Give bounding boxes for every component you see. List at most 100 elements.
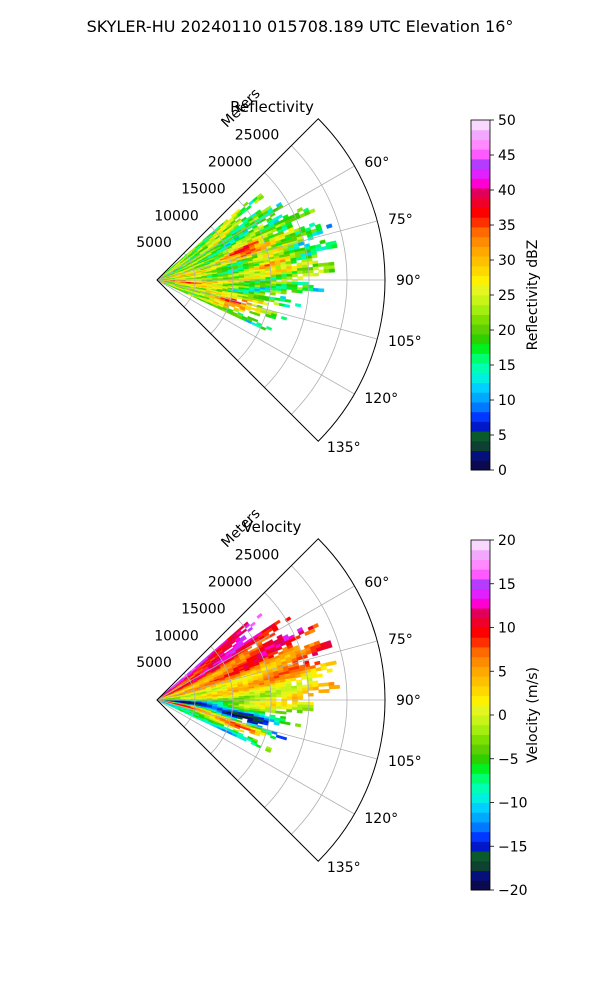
colorbar-tick-label: 15 — [498, 358, 516, 374]
colorbar-segment — [471, 831, 490, 842]
colorbar-segment — [471, 598, 490, 609]
azimuth-spoke — [156, 699, 378, 760]
velocity-polar-axes: 500010000150002000025000Meters60°75°90°1… — [136, 506, 421, 876]
colorbar-segment — [471, 646, 490, 658]
colorbar-segment — [471, 608, 490, 619]
range-tick-label: 5000 — [136, 235, 172, 251]
azimuth-spoke — [156, 165, 355, 281]
colorbar-segment — [471, 715, 490, 726]
colorbar-tick-label: 5 — [498, 664, 507, 680]
colorbar-segment — [471, 440, 490, 452]
colorbar-tick-label: 40 — [498, 183, 516, 199]
colorbar-segment — [471, 314, 490, 325]
colorbar-segment — [471, 783, 490, 794]
colorbar-segment — [471, 421, 490, 432]
colorbar-tick-label: 20 — [498, 533, 516, 549]
azimuth-tick-label: 105° — [388, 334, 422, 350]
azimuth-tick-label: 90° — [396, 273, 421, 289]
colorbar-segment — [471, 392, 490, 403]
colorbar-segment — [471, 734, 490, 745]
azimuth-tick-label: 120° — [364, 391, 398, 407]
range-tick-label: 20000 — [208, 155, 253, 171]
azimuth-spoke — [156, 699, 355, 815]
colorbar-tick-label: −10 — [498, 796, 528, 812]
colorbar-tick-label: 45 — [498, 148, 516, 164]
sector-frame — [156, 118, 386, 442]
azimuth-spoke — [156, 279, 378, 340]
reflectivity-colorbar: 0 5 10 15 20 25 30 35 40 45 50 Reflectivity dBZ — [470, 113, 541, 479]
colorbar-segment — [471, 382, 490, 393]
colorbar-segment — [471, 724, 490, 735]
colorbar-tick-label: 0 — [498, 463, 507, 479]
colorbar-segment — [471, 812, 490, 823]
colorbar-segment — [471, 158, 490, 170]
range-tick-label: 10000 — [154, 208, 199, 224]
azimuth-tick-label: 135° — [327, 860, 361, 876]
colorbar-segment — [471, 363, 490, 374]
azimuth-tick-label: 105° — [388, 754, 422, 770]
colorbar-tick-label: −20 — [498, 883, 528, 899]
colorbar-segment — [471, 411, 490, 422]
azimuth-tick-label: 60° — [364, 575, 389, 591]
colorbar-tick-label: 25 — [498, 288, 516, 304]
colorbar-segment — [471, 178, 490, 189]
colorbar-segment — [471, 821, 490, 833]
colorbar-tick-label: 35 — [498, 218, 516, 234]
colorbar-tick-label: 30 — [498, 253, 516, 269]
reflectivity-polar-axes: 500010000150002000025000Meters60°75°90°1… — [136, 86, 421, 456]
reflectivity-title: Reflectivity — [230, 98, 314, 116]
colorbar-segment — [471, 431, 490, 442]
colorbar-segment — [471, 295, 490, 306]
colorbar-segment — [471, 236, 490, 247]
azimuth-spoke — [156, 585, 355, 701]
colorbar-tick-label: 50 — [498, 113, 516, 129]
colorbar-segment — [471, 401, 490, 413]
colorbar-segment — [471, 627, 490, 638]
colorbar-segment — [471, 685, 490, 697]
colorbar-segment — [471, 578, 490, 590]
range-tick-label: 15000 — [181, 181, 226, 197]
colorbar-segment — [471, 460, 490, 471]
colorbar-segment — [471, 753, 490, 765]
azimuth-tick-label: 135° — [327, 440, 361, 456]
colorbar-segment — [471, 333, 490, 345]
range-tick-label: 25000 — [235, 548, 280, 564]
colorbar-segment — [471, 168, 490, 179]
colorbar-segment — [471, 304, 490, 315]
colorbar-segment — [471, 188, 490, 199]
velocity-colorbar: −20 −15 −10 −5 0 5 10 15 20 Velocity (m/s) — [470, 533, 541, 899]
colorbar-segment — [471, 569, 490, 580]
colorbar-tick-label: 0 — [498, 708, 507, 724]
colorbar-segment — [471, 324, 490, 335]
colorbar-segment — [471, 637, 490, 648]
colorbar-label: Velocity (m/s) — [525, 667, 541, 763]
colorbar-tick-label: −15 — [498, 839, 528, 855]
colorbar-segment — [471, 343, 490, 354]
range-tick-label: 20000 — [208, 575, 253, 591]
colorbar-segment — [471, 265, 490, 277]
colorbar-segment — [471, 256, 490, 267]
azimuth-tick-label: 60° — [364, 155, 389, 171]
colorbar-segment — [471, 246, 490, 257]
colorbar-tick-label: 10 — [498, 393, 516, 409]
colorbar-segment — [471, 559, 490, 570]
colorbar-segment — [471, 860, 490, 872]
sector-frame — [156, 538, 386, 862]
colorbar-segment — [471, 705, 490, 716]
colorbar-segment — [471, 617, 490, 628]
range-tick-label: 10000 — [154, 628, 199, 644]
colorbar-segment — [471, 217, 490, 228]
colorbar-segment — [471, 226, 490, 238]
colorbar-tick-label: 15 — [498, 577, 516, 593]
colorbar-segment — [471, 870, 490, 881]
reflectivity-panel: Reflectivity 500010000150002000025000Met… — [136, 86, 541, 479]
range-tick-label: 5000 — [136, 655, 172, 671]
colorbar-label: Reflectivity dBZ — [525, 240, 541, 351]
colorbar-segment — [471, 285, 490, 296]
colorbar-tick-label: 10 — [498, 621, 516, 637]
colorbar-segment — [471, 372, 490, 383]
colorbar-segment — [471, 588, 490, 599]
data-field — [158, 192, 338, 331]
colorbar-segment — [471, 841, 490, 852]
colorbar-tick-label: −5 — [498, 752, 519, 768]
